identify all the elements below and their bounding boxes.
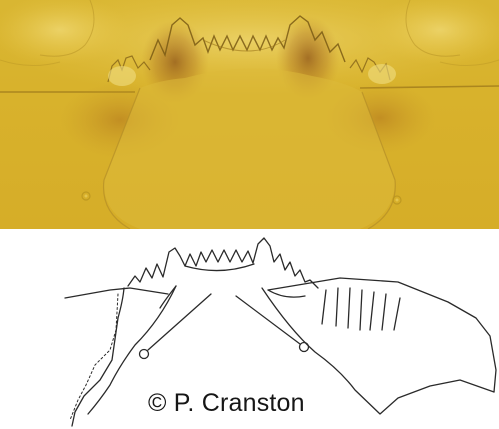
mentum-line-drawing	[64, 237, 497, 427]
photo-credit: © P. Cranston	[148, 389, 305, 417]
micrograph-photo	[0, 0, 499, 229]
